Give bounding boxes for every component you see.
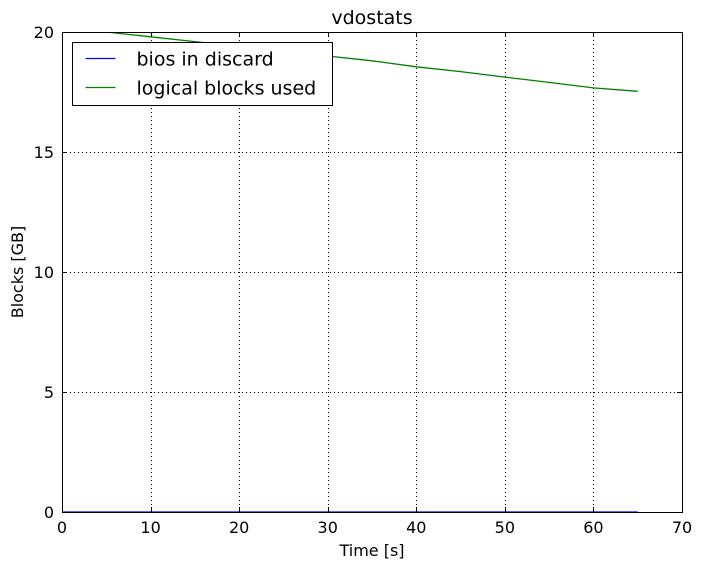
y-tick-label: 10: [34, 263, 54, 282]
x-axis-label: Time [s]: [338, 541, 404, 560]
x-tick-label: 30: [318, 518, 338, 537]
y-tick-label: 0: [44, 503, 54, 522]
x-tick-label: 10: [140, 518, 160, 537]
x-tick-label: 20: [229, 518, 249, 537]
legend: bios in discard logical blocks used: [72, 42, 333, 106]
y-tick-label: 20: [34, 23, 54, 42]
y-axis-label: Blocks [GB]: [8, 226, 27, 319]
x-tick-label: 70: [672, 518, 692, 537]
series-line-2: [100, 32, 638, 92]
ticks: 0 10 20 30 40 50 60 70 0 5 10 15 20: [34, 23, 693, 537]
legend-label: logical blocks used: [137, 78, 317, 100]
x-tick-label: 50: [495, 518, 515, 537]
grid: [62, 32, 682, 512]
y-tick-label: 5: [44, 383, 54, 402]
x-tick-label: 60: [583, 518, 603, 537]
chart-title: vdostats: [331, 7, 412, 29]
x-tick-label: 40: [406, 518, 426, 537]
series-layer: [62, 32, 638, 512]
legend-box: [72, 42, 333, 106]
legend-label: bios in discard: [137, 49, 274, 71]
y-tick-label: 15: [34, 143, 54, 162]
x-tick-label: 0: [57, 518, 67, 537]
